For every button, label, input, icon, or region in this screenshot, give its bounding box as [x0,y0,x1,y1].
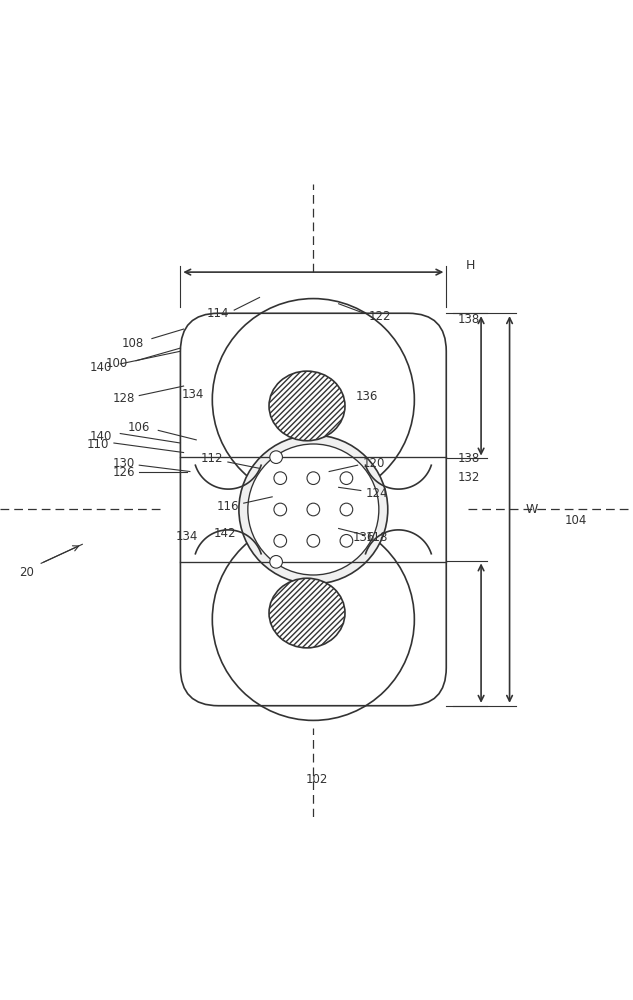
Text: H: H [465,259,475,272]
Circle shape [307,534,320,547]
Ellipse shape [269,578,345,648]
Circle shape [307,503,320,516]
Circle shape [274,472,287,484]
Text: 20: 20 [19,566,34,579]
Text: 126: 126 [112,466,135,479]
Circle shape [274,534,287,547]
Text: 128: 128 [112,392,135,405]
Text: 114: 114 [207,307,230,320]
Text: 142: 142 [213,527,236,540]
Circle shape [239,435,388,584]
Circle shape [270,556,282,568]
Circle shape [340,534,353,547]
Circle shape [340,503,353,516]
Ellipse shape [269,371,345,441]
Text: 136: 136 [356,390,379,403]
Text: W: W [525,503,538,516]
Text: 134: 134 [175,530,198,543]
Text: 124: 124 [365,487,388,500]
Text: 140: 140 [90,361,113,374]
Circle shape [274,503,287,516]
Text: 136: 136 [353,531,375,544]
Circle shape [248,444,379,575]
Text: 140: 140 [90,430,113,443]
Text: 100: 100 [106,357,128,370]
Text: 122: 122 [368,310,391,323]
Circle shape [340,472,353,484]
Text: 118: 118 [365,531,388,544]
Text: 104: 104 [565,514,587,527]
Text: 106: 106 [128,421,151,434]
Text: 102: 102 [305,773,328,786]
Text: 120: 120 [362,457,385,470]
Circle shape [270,451,282,463]
Text: 132: 132 [457,471,480,484]
Text: 134: 134 [182,388,204,401]
Text: 138: 138 [457,313,480,326]
Text: 108: 108 [122,337,144,350]
Text: 138: 138 [457,452,480,465]
Text: 116: 116 [216,500,239,513]
Circle shape [307,472,320,484]
Text: 110: 110 [87,438,110,451]
Text: 112: 112 [201,452,223,465]
Text: 130: 130 [112,457,135,470]
